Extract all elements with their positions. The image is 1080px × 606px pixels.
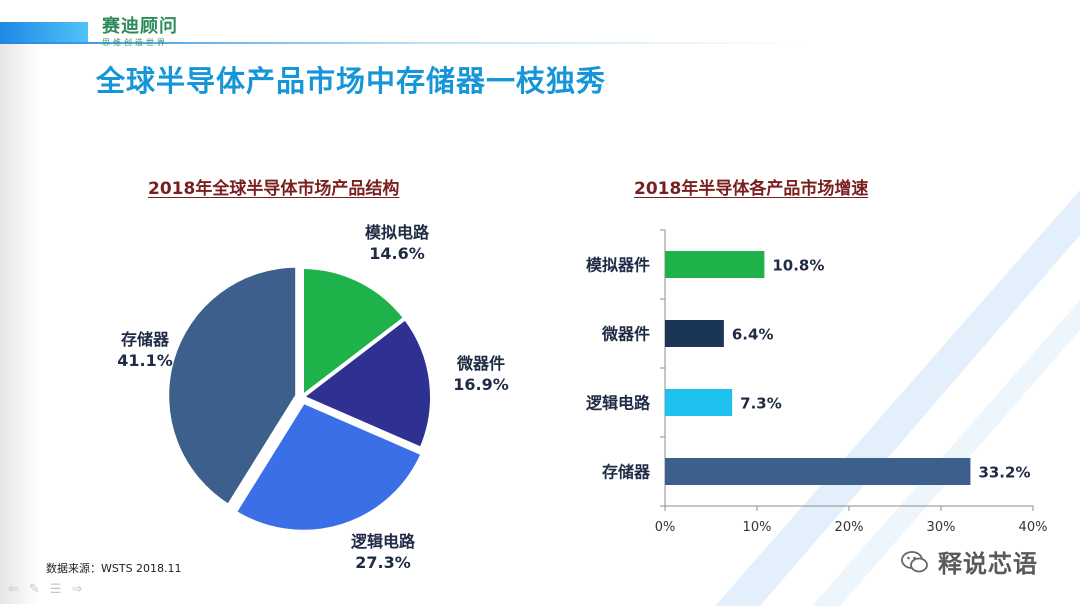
pie-label-value-1: 14.6% bbox=[369, 244, 425, 263]
header-divider bbox=[0, 42, 1080, 44]
wechat-icon bbox=[901, 550, 928, 572]
bar-value-label-4: 33.2% bbox=[978, 464, 1030, 482]
logo: 赛迪顾问 思维创造世界 bbox=[102, 12, 178, 48]
pie-label-name-2: 微器件 bbox=[456, 354, 505, 373]
pie-slice-1 bbox=[300, 264, 409, 402]
pie-label-value-3: 27.3% bbox=[355, 553, 411, 572]
bar-x-tick-label-4: 40% bbox=[1019, 520, 1048, 535]
pie-slice-3 bbox=[232, 399, 426, 534]
bar-x-tick-label-0: 0% bbox=[655, 520, 676, 535]
header-accent-bar bbox=[0, 22, 88, 44]
bar-value-label-1: 10.8% bbox=[772, 257, 824, 275]
data-source-note: 数据来源：WSTS 2018.11 bbox=[46, 562, 182, 575]
bar-chart-title: 2018年半导体各产品市场增速 bbox=[634, 179, 869, 199]
pie-label-name-1: 模拟电路 bbox=[365, 223, 430, 242]
prev-slide-icon[interactable]: ⇐ bbox=[8, 582, 19, 597]
pie-slice-2 bbox=[298, 315, 434, 452]
pie-label-name-4: 存储器 bbox=[121, 330, 170, 349]
pen-icon[interactable]: ✎ bbox=[28, 582, 40, 597]
bar-value-label-2: 6.4% bbox=[732, 326, 774, 344]
bar-x-tick-label-2: 20% bbox=[835, 520, 864, 535]
bg-stripe-1 bbox=[715, 190, 1080, 606]
logo-name: 赛迪顾问 bbox=[102, 16, 178, 37]
watermark-text: 释说芯语 bbox=[938, 550, 1038, 578]
bar-1 bbox=[665, 251, 765, 278]
pie-slice-4 bbox=[165, 263, 300, 509]
logo-tagline: 思维创造世界 bbox=[102, 38, 168, 47]
bar-category-label-2: 微器件 bbox=[601, 325, 650, 344]
bar-x-tick-label-1: 10% bbox=[743, 520, 772, 535]
pie-chart-title: 2018年全球半导体市场产品结构 bbox=[148, 179, 400, 199]
page-title: 全球半导体产品市场中存储器一枝独秀 bbox=[96, 64, 607, 98]
pie-label-value-4: 41.1% bbox=[117, 351, 173, 370]
watermark: 释说芯语 bbox=[900, 544, 1038, 579]
bar-category-label-1: 模拟器件 bbox=[586, 256, 650, 275]
bar-2 bbox=[665, 320, 724, 347]
left-edge-shade bbox=[0, 44, 40, 604]
menu-icon[interactable]: ☰ bbox=[49, 582, 62, 597]
bar-value-label-3: 7.3% bbox=[740, 395, 782, 413]
bar-3 bbox=[665, 389, 733, 416]
bar-4 bbox=[665, 458, 971, 485]
bar-x-tick-label-3: 30% bbox=[927, 520, 956, 535]
next-slide-icon[interactable]: ⇒ bbox=[71, 582, 83, 597]
pie-label-value-2: 16.9% bbox=[453, 375, 509, 394]
slide-controls[interactable]: ⇐ ✎ ☰ ⇒ bbox=[8, 582, 82, 597]
bg-stripe-2 bbox=[812, 300, 1080, 606]
bar-category-label-3: 逻辑电路 bbox=[586, 394, 651, 413]
pie-label-name-3: 逻辑电路 bbox=[351, 532, 416, 551]
bar-category-label-4: 存储器 bbox=[602, 463, 651, 482]
